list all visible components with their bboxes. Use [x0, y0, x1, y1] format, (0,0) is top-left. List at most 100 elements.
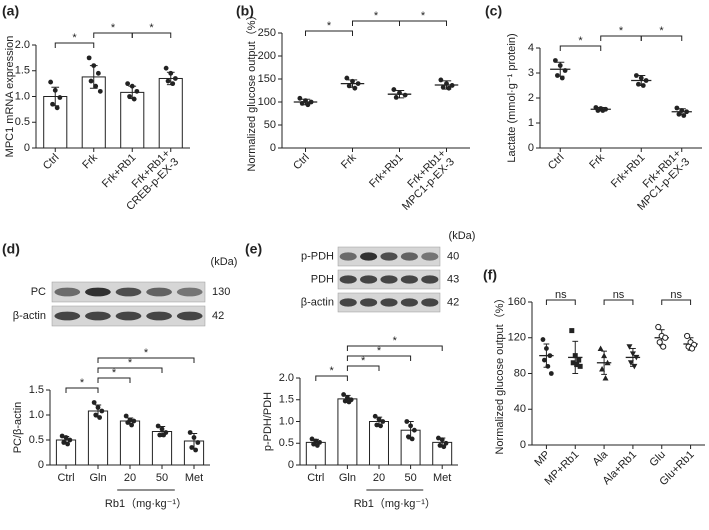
blot-band [115, 311, 142, 321]
data-point [189, 445, 195, 450]
data-point [449, 83, 455, 88]
data-point [193, 447, 199, 453]
y-tick-label: 50 [264, 119, 276, 131]
data-point [93, 83, 99, 89]
data-point [570, 360, 576, 366]
blot-kda: 130 [212, 286, 230, 298]
data-point [627, 360, 634, 366]
data-point [662, 334, 669, 341]
x-tick-label: Frk [80, 151, 100, 171]
data-point [129, 422, 135, 428]
y-axis-label: Lactate (mmol·g⁻¹ protein) [506, 33, 518, 162]
data-point [350, 78, 355, 84]
x-tick-label: MP [532, 449, 552, 469]
significance-bracket [640, 35, 683, 41]
data-point [187, 430, 193, 435]
data-point [342, 398, 348, 404]
data-point [547, 353, 553, 359]
significance-label: * [578, 35, 583, 47]
data-point [557, 63, 563, 68]
y-tick-label: 2.0 [15, 39, 30, 51]
significance-label: * [374, 10, 379, 22]
data-point [676, 111, 682, 117]
data-point [544, 346, 549, 351]
data-point [636, 81, 641, 87]
data-point [626, 344, 633, 350]
data-point [599, 366, 606, 372]
data-point [345, 395, 350, 400]
data-point [163, 65, 169, 71]
data-point [299, 100, 305, 106]
blot-band [146, 287, 172, 297]
data-point [576, 357, 582, 363]
data-point [305, 102, 311, 108]
data-point [131, 418, 137, 424]
data-point [600, 108, 606, 113]
y-tick-label: 160 [508, 296, 526, 308]
x-tick-label: Ctrl [41, 152, 62, 173]
x-tick-label: 20 [124, 472, 136, 484]
panel-label: (b) [236, 3, 254, 19]
blot-label: β-actin [301, 296, 334, 308]
significance-bracket [65, 387, 99, 393]
data-point [604, 359, 611, 366]
significance-bracket [559, 45, 602, 51]
panel-label: (f) [483, 267, 497, 283]
significance-label: * [659, 25, 664, 37]
data-point [540, 337, 546, 342]
x-tick-label: Met [185, 472, 203, 484]
data-point [61, 440, 67, 445]
data-point [404, 419, 410, 424]
significance-bracket [545, 299, 576, 305]
y-tick-label: 40 [514, 403, 526, 415]
significance-bracket [315, 375, 348, 381]
data-point [195, 440, 201, 445]
data-point [601, 352, 608, 359]
y-tick-label: 4 [528, 42, 534, 54]
data-point [372, 413, 378, 419]
data-point [95, 405, 101, 410]
blot-band [339, 275, 357, 284]
data-point [438, 77, 444, 83]
data-point [314, 443, 320, 448]
data-point [633, 354, 640, 361]
y-tick-label: 1.5 [15, 65, 30, 77]
blot-band [421, 252, 439, 261]
data-point [346, 399, 352, 405]
data-point [91, 63, 97, 68]
y-tick-label: 120 [508, 332, 526, 344]
data-point [569, 328, 575, 334]
data-point [191, 435, 197, 440]
data-point [643, 78, 649, 83]
data-point [352, 85, 358, 91]
data-point [440, 84, 446, 90]
data-point [355, 81, 361, 86]
y-axis-label: Normalized glucose output（%） [245, 9, 258, 171]
blot-kda: 42 [212, 310, 224, 322]
data-point [402, 92, 408, 98]
y-tick-label: 2.0 [279, 372, 294, 384]
y-tick-label: 0 [288, 459, 294, 471]
data-point [684, 332, 691, 340]
data-point [602, 374, 609, 381]
data-point [57, 95, 63, 100]
bar [337, 398, 358, 466]
y-tick-label: 0.5 [29, 434, 44, 446]
significance-bracket [346, 365, 380, 371]
data-point [439, 437, 445, 443]
y-tick-label: 1.5 [29, 384, 44, 396]
significance-label: * [393, 335, 398, 347]
panel-label: (c) [485, 3, 502, 19]
data-point [391, 87, 397, 92]
x-tick-label: Ctrl [291, 152, 312, 173]
y-tick-label: 80 [514, 367, 526, 379]
data-point [443, 440, 449, 446]
blot-band [380, 298, 398, 307]
significance-bracket [97, 367, 163, 373]
y-tick-label: 0 [38, 459, 44, 471]
data-point [552, 58, 558, 63]
data-point [172, 76, 178, 81]
chart-panel: (b)Normalized glucose output（%） 0 50 100 150… [236, 3, 470, 213]
data-point [308, 99, 314, 105]
data-point [656, 339, 663, 346]
